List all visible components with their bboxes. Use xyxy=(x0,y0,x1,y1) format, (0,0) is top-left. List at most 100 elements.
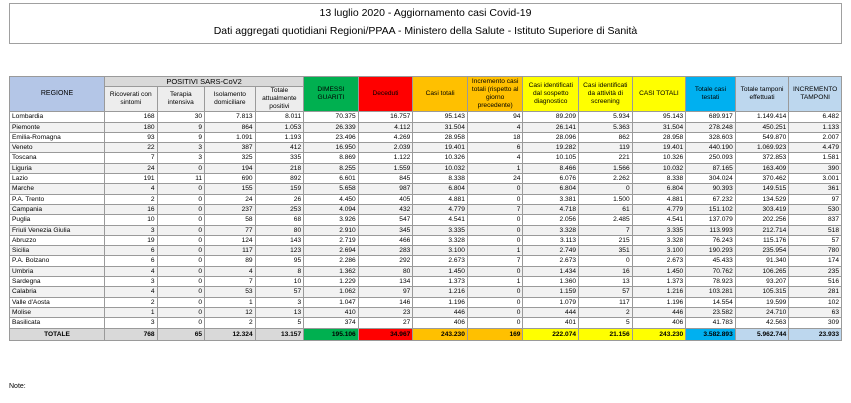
table-cell: 3 xyxy=(254,296,305,308)
table-cell: 549.870 xyxy=(734,131,790,144)
table-cell: 78.923 xyxy=(685,276,736,288)
table-cell: 80 xyxy=(357,265,414,278)
region-name: Calabria xyxy=(8,286,106,298)
table-cell: 689.917 xyxy=(685,111,736,123)
table-row: Liguria 24 0 194 218 8.255 1.559 10.032 1 8.466 1.… xyxy=(8,162,842,175)
column-header-totale-positivi: Totale attualmente positivi xyxy=(254,86,305,113)
table-cell: 0 xyxy=(156,203,206,216)
table-cell: 518 xyxy=(788,224,842,236)
table-cell: 23.582 xyxy=(685,306,736,319)
table-cell: 90.393 xyxy=(685,183,736,195)
table-cell: 0 xyxy=(578,255,633,267)
table-cell: 405 xyxy=(357,193,414,205)
column-header-screening: Casi identificati da attività di screeni… xyxy=(578,75,633,113)
table-row: Umbria 4 0 4 8 1.362 80 1.450 0 1.434 16 1.450 70.76… xyxy=(8,265,842,278)
table-cell: 95.143 xyxy=(631,111,687,123)
table-cell: 1.159 xyxy=(522,286,580,298)
column-header-ricoverati: Ricoverati con sintomi xyxy=(104,86,158,113)
table-cell: 303.419 xyxy=(734,203,790,216)
region-name: Veneto xyxy=(8,142,106,154)
table-cell: 1.069.923 xyxy=(734,142,790,154)
table-cell: 0 xyxy=(156,214,206,226)
table-cell: 77 xyxy=(204,224,256,236)
table-cell: 1.581 xyxy=(788,152,842,164)
table-cell: 91.340 xyxy=(734,255,790,267)
table-cell: 864 xyxy=(204,121,256,133)
table-cell: 5.962.744 xyxy=(734,327,790,341)
table-cell: 105.315 xyxy=(734,286,790,298)
table-cell: 2.673 xyxy=(412,255,468,267)
table-cell: 0 xyxy=(156,286,206,298)
table-cell: 134 xyxy=(357,276,414,288)
table-cell: 10.326 xyxy=(412,152,468,164)
table-cell: 1.047 xyxy=(303,296,359,308)
region-name: Friuli Venezia Giulia xyxy=(8,224,106,236)
region-name: Puglia xyxy=(8,214,106,226)
table-cell: 1.373 xyxy=(631,276,687,288)
table-cell: 1.091 xyxy=(204,131,256,144)
table-row: Veneto 22 3 387 412 16.950 2.039 19.401 6 19.282 1… xyxy=(8,142,842,154)
table-cell: 117 xyxy=(204,245,256,257)
table-cell: 6.601 xyxy=(303,173,359,185)
table-cell: 0 xyxy=(578,183,633,195)
region-name: Umbria xyxy=(8,265,106,278)
table-row: Emilia-Romagna 93 9 1.091 1.193 23.496 4.269 28… xyxy=(8,131,842,144)
column-header-terapia-intensiva: Terapia intensiva xyxy=(156,86,206,113)
table-cell: 149.515 xyxy=(734,183,790,195)
region-name: Basilicata xyxy=(8,317,106,329)
table-cell: 0 xyxy=(466,306,524,319)
table-cell: 4.881 xyxy=(631,193,687,205)
table-cell: 10.105 xyxy=(522,152,580,164)
table-cell: 237 xyxy=(204,203,256,216)
table-cell: 768 xyxy=(104,327,158,341)
table-row: Lombardia 168 30 7.813 8.011 70.375 16.757 95.1… xyxy=(8,111,842,123)
column-header-isolamento: Isolamento domiciliare xyxy=(204,86,256,113)
table-cell: 1.360 xyxy=(522,276,580,288)
table-cell: 235.954 xyxy=(734,245,790,257)
table-cell: 19.282 xyxy=(522,142,580,154)
table-cell: 4.718 xyxy=(522,203,580,216)
table-cell: 1.434 xyxy=(522,265,580,278)
table-cell: 2.749 xyxy=(522,245,580,257)
table-cell: 76.243 xyxy=(685,234,736,247)
table-cell: 13 xyxy=(254,306,305,319)
table-cell: 0 xyxy=(156,193,206,205)
table-cell: 22 xyxy=(104,142,158,154)
table-cell: 218 xyxy=(254,162,305,175)
table-cell: 374 xyxy=(303,317,359,329)
table-cell: 34.967 xyxy=(357,327,414,341)
table-cell: 0 xyxy=(466,183,524,195)
table-cell: 67.232 xyxy=(685,193,736,205)
table-cell: 1.559 xyxy=(357,162,414,175)
region-name: Piemonte xyxy=(8,121,106,133)
table-cell: 0 xyxy=(466,265,524,278)
table-cell: 115.176 xyxy=(734,234,790,247)
table-row: Valle d'Aosta 2 0 1 3 1.047 146 1.196 0 1.079 117 1… xyxy=(8,296,842,308)
table-cell: 2.007 xyxy=(788,131,842,144)
table-row: Lazio 191 11 690 892 6.601 845 8.338 24 6.076 2.26… xyxy=(8,173,842,185)
table-cell: 5.363 xyxy=(578,121,633,133)
table-cell: 4.881 xyxy=(412,193,468,205)
column-header-casi-totali-2: CASI TOTALI xyxy=(631,75,687,113)
table-cell: 6 xyxy=(104,245,158,257)
table-cell: 5 xyxy=(578,317,633,329)
table-cell: 5 xyxy=(254,317,305,329)
table-cell: 1.566 xyxy=(578,162,633,175)
table-cell: 151.102 xyxy=(685,203,736,216)
table-cell: 27 xyxy=(357,317,414,329)
table-cell: 57 xyxy=(254,286,305,298)
table-cell: 401 xyxy=(522,317,580,329)
region-name: Toscana xyxy=(8,152,106,164)
table-cell: 58 xyxy=(204,214,256,226)
table-cell: 19.599 xyxy=(734,296,790,308)
table-cell: 0 xyxy=(466,296,524,308)
table-cell: 191 xyxy=(104,173,158,185)
table-cell: 0 xyxy=(156,183,206,195)
table-cell: 328.603 xyxy=(685,131,736,144)
table-cell: 1.450 xyxy=(631,265,687,278)
table-cell: 3.100 xyxy=(412,245,468,257)
table-cell: 57 xyxy=(578,286,633,298)
table-cell: 1.196 xyxy=(631,296,687,308)
table-cell: 547 xyxy=(357,214,414,226)
table-cell: 7.813 xyxy=(204,111,256,123)
